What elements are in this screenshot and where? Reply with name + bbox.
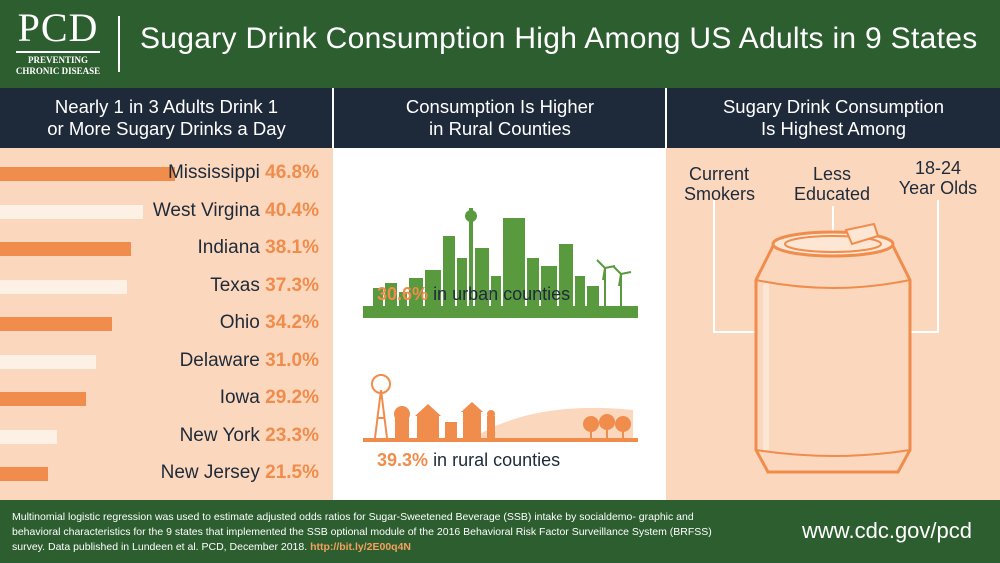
logo-wordmark: PCD <box>17 5 99 50</box>
footer: Multinomial logistic regression was used… <box>0 500 1000 563</box>
methodology-text: Multinomial logistic regression was used… <box>12 511 712 553</box>
header-banner: PCD PREVENTING CHRONIC DISEASE Sugary Dr… <box>0 0 1000 88</box>
bar-texas <box>0 279 127 294</box>
left-heading-line-1: Nearly 1 in 3 Adults Drink 1 <box>54 96 279 117</box>
bar-delaware <box>0 354 96 369</box>
website-url[interactable]: www.cdc.gov/pcd <box>802 518 972 543</box>
group-2-line-2: Educated <box>793 184 871 204</box>
bar-label: West Virgina 40.4% <box>153 200 319 222</box>
state-name: West Virgina <box>152 199 260 221</box>
bar-label: Iowa 29.2% <box>220 387 319 409</box>
state-percent: 21.5% <box>265 462 319 483</box>
right-heading-line-1: Sugary Drink Consumption <box>722 96 945 117</box>
pcd-logo: PCD PREVENTING CHRONIC DISEASE <box>12 8 104 80</box>
state-percent: 29.2% <box>265 387 319 408</box>
urban-caption: 30.6% in urban counties <box>377 284 570 305</box>
state-name: New Jersey <box>160 462 260 483</box>
group-3-line-1: 18-24 <box>914 158 962 178</box>
state-name: Mississippi <box>167 162 260 183</box>
state-name: Indiana <box>197 237 260 258</box>
bar-label: New Jersey 21.5% <box>161 462 319 484</box>
right-column-heading: Sugary Drink Consumption Is Highest Among <box>667 88 1000 148</box>
state-name: Texas <box>210 274 260 296</box>
left-heading-line-2: or More Sugary Drinks a Day <box>47 118 286 139</box>
right-heading-line-2: Is Highest Among <box>760 118 906 139</box>
group-2-line-1: Less <box>812 164 852 184</box>
group-1-line-2: Smokers <box>684 184 756 204</box>
rural-farm-illustration <box>363 374 638 442</box>
bar-label: New York 23.3% <box>180 425 319 447</box>
state-percent: 31.0% <box>265 349 319 371</box>
state-name: Iowa <box>219 387 260 408</box>
logo-subtitle-1: PREVENTING <box>27 55 88 65</box>
bar-new-jersey <box>0 467 48 481</box>
state-percent: 34.2% <box>265 312 319 333</box>
bar-label: Mississippi 46.8% <box>168 162 319 184</box>
logo-subtitle-2: CHRONIC DISEASE <box>15 66 101 76</box>
left-column-heading: Nearly 1 in 3 Adults Drink 1 or More Suga… <box>0 88 333 148</box>
bar-new-york <box>0 429 57 444</box>
urban-percent: 30.6% <box>377 284 429 304</box>
bar-ohio <box>0 317 112 331</box>
state-percent: 37.3% <box>265 274 319 296</box>
group-current-smokers: Current Smokers <box>684 164 756 204</box>
state-name: Ohio <box>219 312 260 333</box>
demographics-panel: Current Smokers Less Educated 18-24 Year… <box>666 148 1000 500</box>
state-bar-chart: Mississippi 46.8% West Virgina 40.4% India… <box>0 148 333 500</box>
group-18-24: 18-24 Year Olds <box>898 158 978 198</box>
state-percent: 38.1% <box>265 237 319 258</box>
state-name: New York <box>179 424 260 446</box>
bar-iowa <box>0 392 86 406</box>
mid-heading-line-1: Consumption Is Higher <box>405 96 595 117</box>
state-percent: 40.4% <box>265 199 319 221</box>
group-less-educated: Less Educated <box>792 164 872 204</box>
heading-divider <box>665 88 667 148</box>
mid-heading-line-2: in Rural Counties <box>429 118 571 139</box>
rural-caption: 39.3% in rural counties <box>377 450 560 471</box>
middle-column-heading: Consumption Is Higher in Rural Counties <box>334 88 666 148</box>
bar-west-virgina <box>0 204 143 219</box>
bar-label: Delaware 31.0% <box>180 350 319 372</box>
rural-label: in rural counties <box>433 450 561 470</box>
bar-label: Indiana 38.1% <box>198 237 320 259</box>
city-skyline-illustration <box>363 208 638 318</box>
group-1-line-1: Current <box>688 164 750 184</box>
group-3-line-2: Year Olds <box>898 178 978 198</box>
header-divider <box>118 16 120 72</box>
urban-rural-panel: 30.6% in urban counties 39.3% in rural c… <box>333 148 666 500</box>
heading-divider <box>332 88 334 148</box>
bar-label: Texas 37.3% <box>210 275 319 297</box>
soda-can-illustration <box>713 200 939 474</box>
bar-label: Ohio 34.2% <box>220 312 319 334</box>
rural-percent: 39.3% <box>377 450 429 470</box>
logo-rule <box>16 51 100 53</box>
state-percent: 46.8% <box>265 162 319 183</box>
bar-mississippi <box>0 167 175 181</box>
bar-indiana <box>0 242 131 256</box>
methodology-note: Multinomial logistic regression was used… <box>12 510 742 555</box>
urban-label: in urban counties <box>433 284 571 304</box>
state-percent: 23.3% <box>265 424 319 446</box>
page-title: Sugary Drink Consumption High Among US A… <box>140 22 978 55</box>
source-link[interactable]: http://bit.ly/2E00q4N <box>310 541 412 553</box>
state-name: Delaware <box>179 349 260 371</box>
